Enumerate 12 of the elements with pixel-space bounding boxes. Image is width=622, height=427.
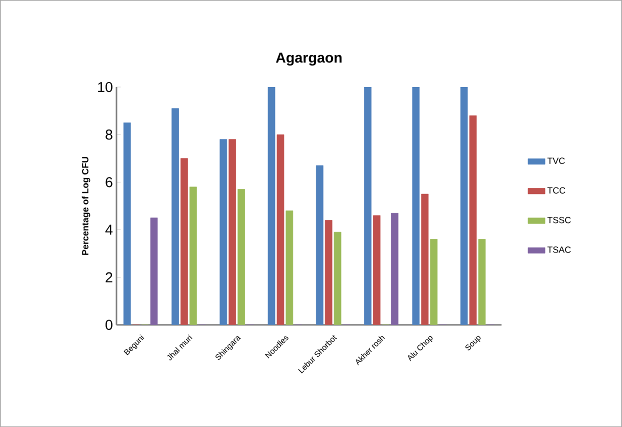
y-tick-label: 6	[106, 176, 112, 188]
legend-label: TSSC	[547, 216, 571, 224]
y-tick-label: 8	[106, 129, 112, 140]
y-tick-label: 2	[106, 272, 112, 282]
y-axis-title: Percentage of Log CFU	[82, 156, 90, 255]
legend-label: TCC	[547, 187, 566, 194]
y-tick-label: 0	[106, 320, 112, 330]
chart-title: Agargaon	[276, 52, 342, 66]
legend-label: TSAC	[547, 246, 571, 253]
y-tick-label: 4	[105, 224, 113, 235]
legend-label: TVC	[547, 158, 565, 164]
y-tick-label: 10	[98, 82, 112, 92]
